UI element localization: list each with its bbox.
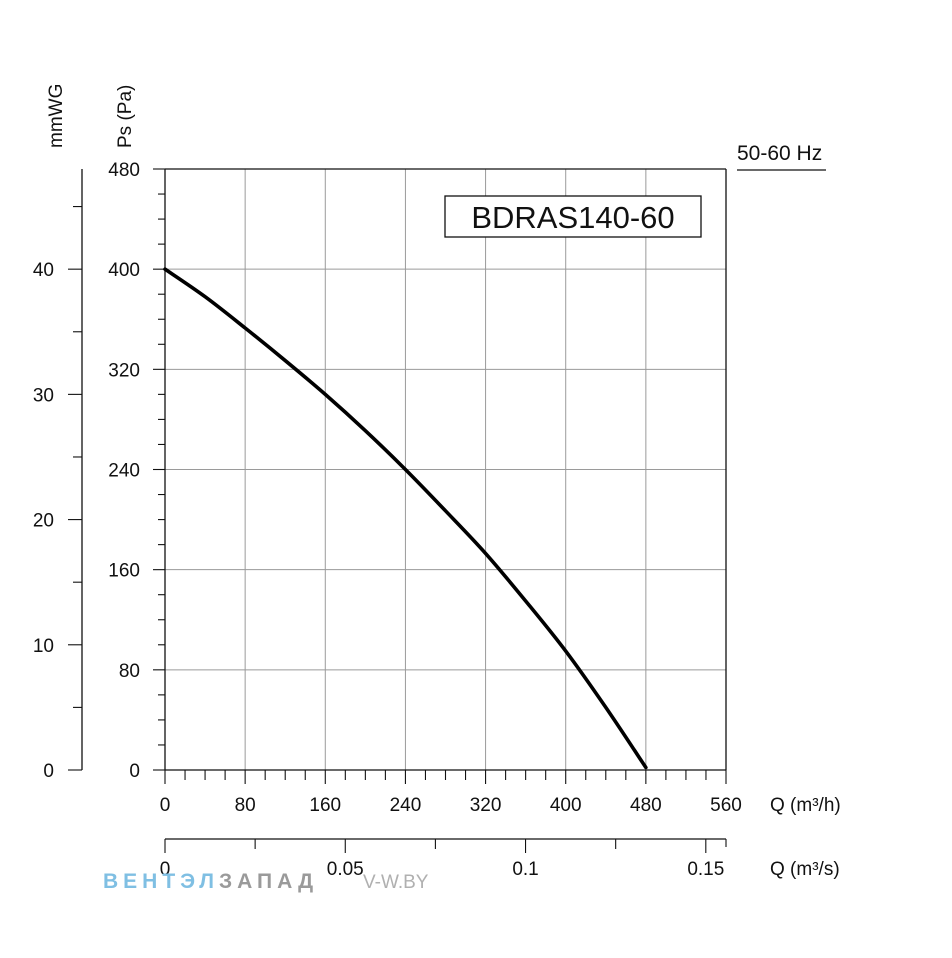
x-primary-tick-label: 80: [235, 795, 256, 816]
y-secondary-tick-label: 10: [33, 636, 54, 657]
x-primary-tick-label: 480: [630, 795, 662, 816]
performance-curve-layer: [163, 267, 648, 770]
model-label: BDRAS140-60: [471, 200, 674, 235]
y-secondary-tick-label: 30: [33, 385, 54, 406]
y-primary-axis-title: Ps (Pa): [115, 85, 136, 148]
y-primary-tick-label: 240: [108, 461, 140, 482]
x-primary-tick-label: 320: [470, 795, 502, 816]
x-primary-axis-title: Q (m³/h): [770, 795, 841, 816]
y-primary-tick-label: 400: [108, 260, 140, 281]
x-primary-tick-label: 400: [550, 795, 582, 816]
frequency-label: 50-60 Hz: [737, 142, 822, 165]
y-secondary-tick-label: 40: [33, 260, 54, 281]
watermark: ВЕНТЭЛ ЗАПАД V-W.BY: [103, 870, 429, 893]
x-secondary-axis-title: Q (m³/s): [770, 859, 840, 880]
grid: [165, 169, 726, 770]
watermark-part-3: V-W.BY: [363, 872, 429, 893]
x-secondary-tick-label: 0.15: [687, 859, 724, 880]
y-secondary-tick-label: 0: [43, 761, 54, 782]
x-primary-tick-label: 560: [710, 795, 742, 816]
x-secondary-tick-label: 0: [160, 859, 171, 880]
y-primary-tick-label: 480: [108, 160, 140, 181]
model-label-box: [444, 195, 702, 238]
x-primary-tick-label: 0: [160, 795, 171, 816]
y-primary-tick-label: 0: [129, 761, 140, 782]
performance-curve: [163, 267, 648, 770]
watermark-part-2: ЗАПАД: [219, 870, 318, 893]
x-primary-tick-label: 240: [390, 795, 422, 816]
y-primary-tick-label: 80: [119, 661, 140, 682]
y-secondary-tick-label: 20: [33, 511, 54, 532]
y-primary-tick-label: 160: [108, 561, 140, 582]
x-primary-tick-label: 160: [309, 795, 341, 816]
watermark-part-1: ВЕНТЭЛ: [103, 870, 219, 893]
y-primary-tick-label: 320: [108, 360, 140, 381]
y-secondary-axis-title: mmWG: [46, 84, 67, 148]
x-secondary-tick-label: 0.05: [327, 859, 364, 880]
x-secondary-tick-label: 0.1: [512, 859, 538, 880]
